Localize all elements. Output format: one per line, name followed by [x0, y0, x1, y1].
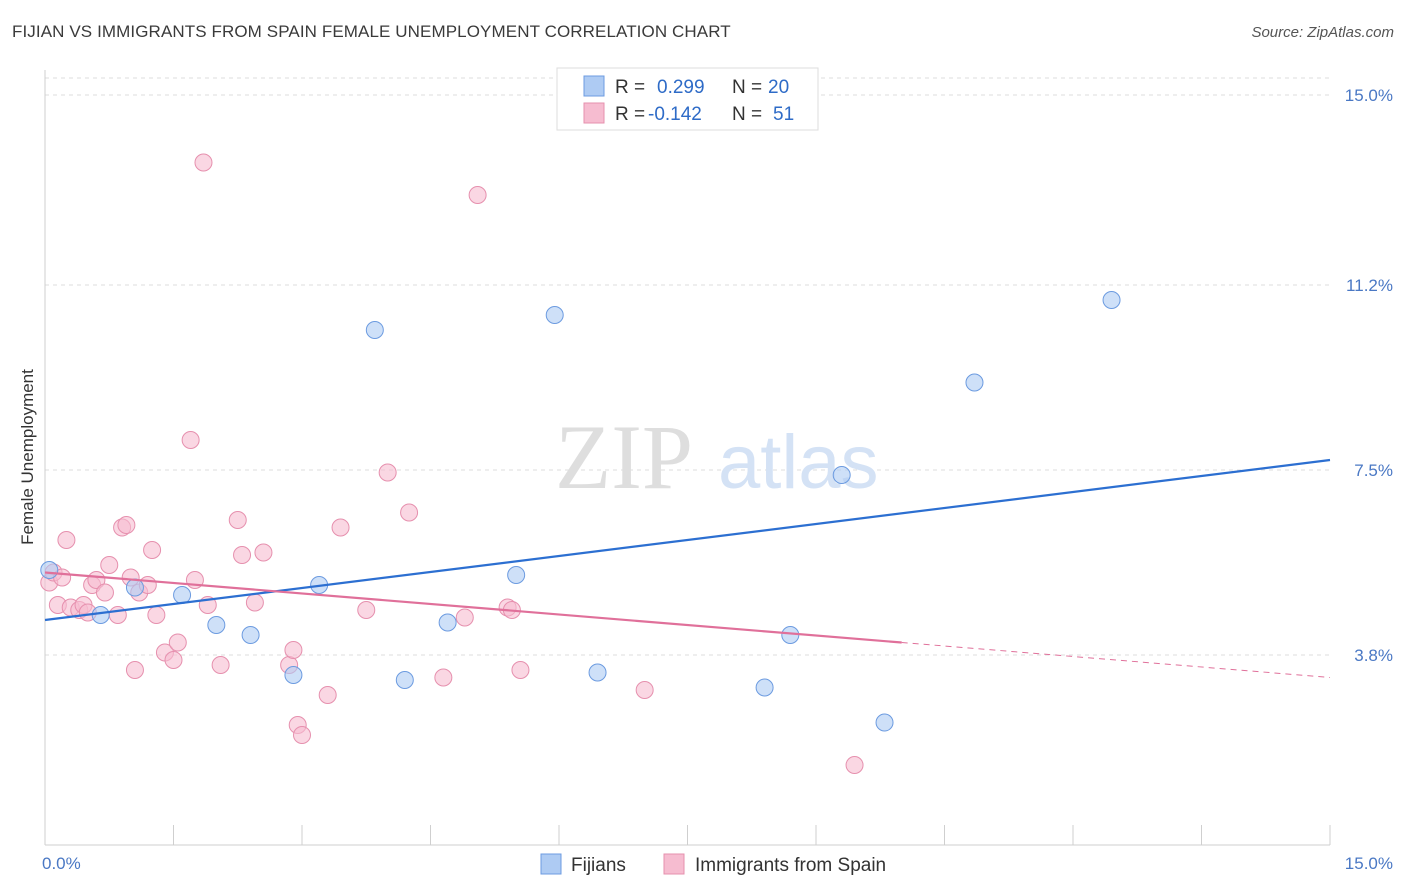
y-tick-label-2: 11.2%: [1346, 276, 1393, 295]
point-fijians-4: [207, 616, 226, 634]
point-spain-27: [194, 153, 213, 172]
grid-lines: 3.8% 7.5% 11.2% 15.0%: [45, 77, 1393, 665]
point-spain-21: [147, 606, 166, 624]
point-spain-38: [318, 686, 337, 704]
point-fijians-17: [875, 713, 894, 732]
point-spain-24: [168, 633, 187, 652]
point-fijians-5: [241, 626, 260, 644]
point-spain-48: [635, 681, 654, 699]
legend-swatch-spain: [583, 102, 605, 124]
point-spain-32: [245, 593, 264, 612]
bottom-legend-swatch-fijians: [540, 853, 562, 875]
point-spain-12: [100, 556, 119, 574]
point-spain-37: [293, 726, 311, 744]
trend-line-spain: [44, 571, 902, 644]
point-fijians-10: [438, 613, 457, 632]
point-spain-30: [228, 511, 247, 529]
trend-lines: [44, 458, 1331, 678]
series-fijians: [40, 291, 1121, 732]
point-fijians-12: [545, 306, 564, 324]
trend-line-fijians: [44, 458, 1331, 622]
bottom-legend: Fijians Immigrants from Spain: [540, 853, 886, 876]
point-spain-43: [434, 668, 453, 687]
point-spain-31: [233, 546, 252, 564]
point-spain-11: [95, 583, 114, 602]
legend-n-value-fijians: 20: [768, 77, 789, 98]
legend-swatch-fijians: [583, 75, 605, 97]
legend-r-label-spain: R =: [615, 104, 645, 125]
x-tick-label-max: 15.0%: [1345, 854, 1393, 873]
point-fijians-15: [781, 626, 800, 644]
point-spain-44: [455, 608, 474, 627]
point-fijians-9: [395, 671, 414, 689]
point-spain-39: [331, 518, 350, 537]
axes: 0.0% 15.0%: [42, 70, 1393, 873]
point-fijians-18: [965, 373, 984, 392]
bottom-legend-label-spain: Immigrants from Spain: [695, 855, 886, 876]
point-fijians-13: [588, 663, 607, 682]
point-spain-42: [400, 503, 419, 522]
point-fijians-19: [1102, 291, 1121, 309]
point-spain-49: [845, 756, 864, 774]
watermark-zip: ZIP: [555, 406, 693, 508]
point-fijians-16: [832, 466, 851, 484]
point-spain-4: [57, 531, 76, 549]
legend-r-label-fijians: R =: [615, 77, 645, 98]
bottom-legend-swatch-spain: [663, 853, 685, 875]
chart-source: Source: ZipAtlas.com: [1251, 24, 1394, 41]
point-fijians-11: [507, 566, 526, 584]
chart-title: FIJIAN VS IMMIGRANTS FROM SPAIN FEMALE U…: [12, 22, 731, 41]
point-spain-41: [378, 463, 397, 482]
y-tick-label-0: 3.8%: [1354, 646, 1393, 665]
point-fijians-3: [173, 586, 192, 604]
trend-line-spain-extension: [901, 642, 1331, 678]
series-immigrants-from-spain: [40, 153, 864, 774]
legend-n-label-spain: N =: [732, 104, 762, 125]
point-spain-13: [108, 606, 127, 624]
legend: R = 0.299 N = 20 R = -0.142 N = 51: [556, 67, 819, 131]
point-spain-20: [143, 541, 162, 559]
point-spain-29: [211, 656, 230, 674]
point-fijians-8: [365, 321, 384, 339]
y-tick-label-1: 7.5%: [1354, 461, 1393, 480]
point-spain-33: [254, 543, 273, 562]
point-fijians-14: [755, 678, 774, 697]
zipatlas-watermark: ZIP atlas: [555, 406, 879, 508]
point-spain-17: [125, 661, 144, 679]
point-spain-35: [284, 641, 303, 659]
point-fijians-2: [125, 578, 144, 597]
legend-r-value-spain: -0.142: [648, 104, 702, 125]
legend-n-value-spain: 51: [773, 104, 794, 125]
x-tick-label-min: 0.0%: [42, 854, 81, 873]
point-spain-15: [117, 516, 136, 534]
point-fijians-0: [40, 561, 59, 579]
point-spain-40: [357, 601, 376, 619]
point-fijians-6: [284, 666, 303, 684]
legend-n-label-fijians: N =: [732, 77, 762, 98]
point-spain-25: [181, 431, 200, 449]
y-tick-label-3: 15.0%: [1345, 86, 1393, 105]
bottom-legend-label-fijians: Fijians: [571, 855, 626, 876]
watermark-atlas: atlas: [718, 420, 879, 505]
legend-r-value-fijians: 0.299: [657, 77, 705, 98]
point-spain-45: [468, 186, 487, 204]
point-fijians-1: [91, 606, 110, 624]
y-axis-label: Female Unemployment: [18, 369, 37, 545]
point-spain-47: [511, 661, 530, 679]
point-spain-23: [164, 651, 183, 669]
